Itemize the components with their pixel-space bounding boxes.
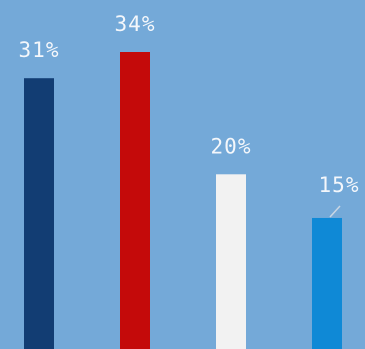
bar-3: [216, 174, 246, 349]
data-label-3: 20%: [211, 134, 252, 158]
data-label-2: 34%: [115, 12, 156, 36]
bar-2: [120, 52, 150, 349]
label-leader-line-4: [329, 205, 341, 218]
data-label-1: 31%: [19, 38, 60, 62]
data-label-4: 15%: [319, 173, 360, 197]
bar-1: [24, 78, 54, 349]
bar-4: [312, 217, 342, 349]
